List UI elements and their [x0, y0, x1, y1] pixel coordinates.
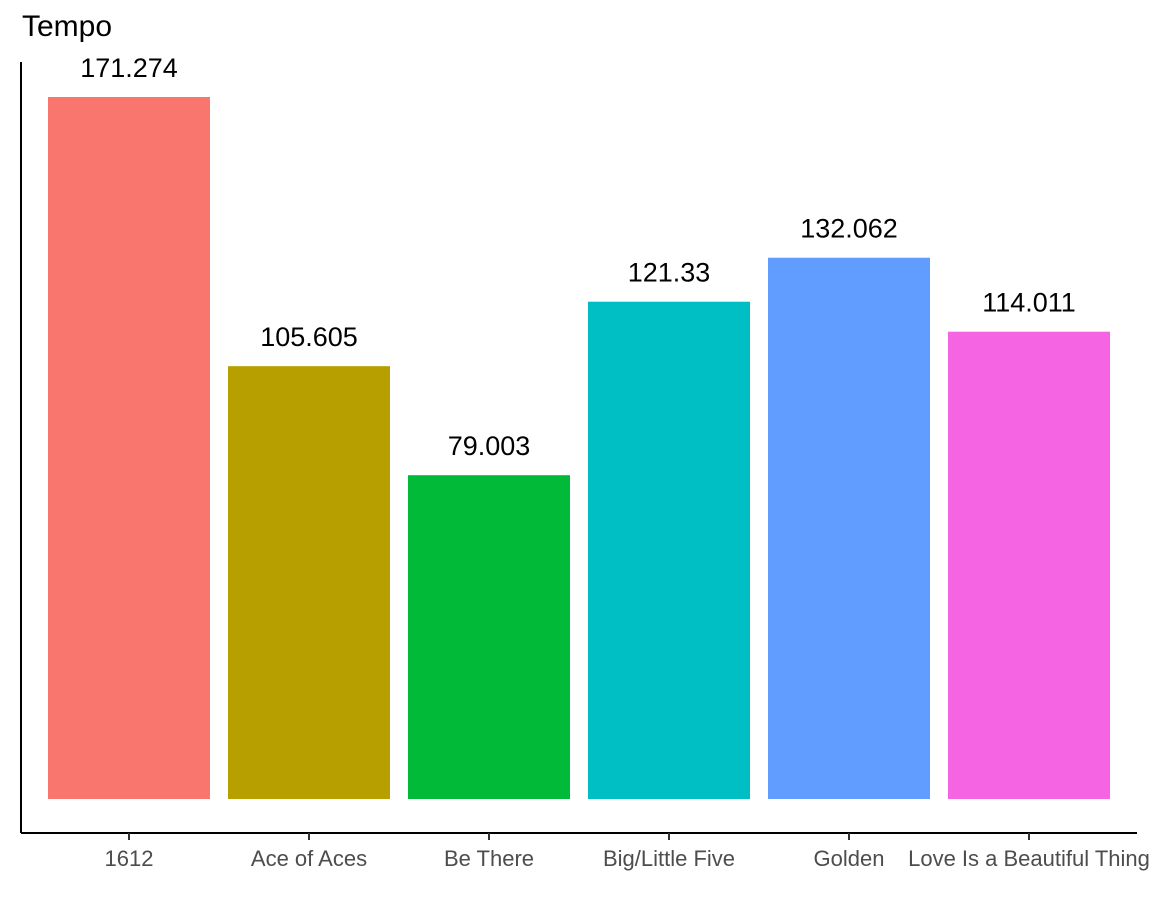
x-tick-label-5: Love Is a Beautiful Thing	[908, 846, 1150, 871]
bar-value-label-4: 132.062	[800, 214, 898, 244]
bar-1	[228, 366, 390, 799]
bar-value-label-1: 105.605	[260, 322, 358, 352]
chart-title: Tempo	[22, 10, 113, 43]
bar-5	[948, 331, 1110, 799]
x-tick-label-1: Ace of Aces	[251, 846, 367, 871]
axes-group	[20, 62, 1137, 834]
bar-0	[48, 97, 210, 799]
bars-group	[48, 97, 1110, 800]
x-tick-label-3: Big/Little Five	[603, 846, 735, 871]
bar-value-label-5: 114.011	[982, 288, 1076, 318]
x-ticks-group	[128, 833, 1030, 840]
bar-4	[768, 257, 930, 800]
value-labels-group: 171.274 105.605 79.003 121.33 132.062 114.011	[80, 53, 1076, 461]
x-tick-label-0: 1612	[105, 846, 154, 871]
x-tick-labels-group: 1612 Ace of Aces Be There Big/Little Five Go…	[105, 846, 1150, 871]
bar-value-label-2: 79.003	[448, 431, 531, 461]
x-tick-label-4: Golden	[814, 846, 885, 871]
bar-value-label-0: 171.274	[80, 53, 178, 83]
bar-3	[588, 301, 750, 799]
bar-value-label-3: 121.33	[628, 258, 711, 288]
bar-2	[408, 475, 570, 799]
x-tick-label-2: Be There	[444, 846, 534, 871]
